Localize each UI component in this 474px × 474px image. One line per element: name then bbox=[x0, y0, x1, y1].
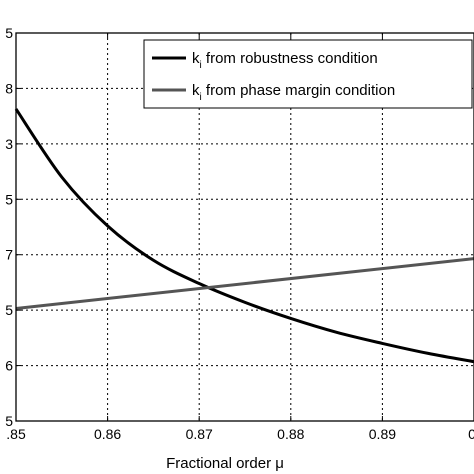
series-group bbox=[14, 108, 474, 364]
legend-label-1: ki from robustness condition bbox=[192, 50, 378, 71]
y-tick-label: 5 bbox=[5, 302, 13, 318]
x-axis-title: Fractional order μ bbox=[166, 455, 284, 472]
series-line-1 bbox=[14, 108, 474, 364]
y-tick-label: 5 bbox=[5, 413, 13, 429]
series-line-2 bbox=[15, 257, 474, 310]
y-tick-label: 7 bbox=[5, 247, 13, 263]
plot-frame bbox=[15, 32, 474, 422]
x-tick-label: .85 bbox=[6, 426, 26, 442]
legend-label-2: ki from phase margin condition bbox=[192, 82, 395, 103]
y-tick-label: 6 bbox=[5, 358, 13, 374]
y-tick-label: 3 bbox=[5, 136, 13, 152]
grid bbox=[16, 33, 474, 421]
legend-box bbox=[143, 39, 473, 109]
x-tick-label: 0.88 bbox=[277, 426, 304, 442]
x-tick-label: 0.87 bbox=[186, 426, 213, 442]
y-tick-label: 5 bbox=[5, 191, 13, 207]
y-tick-label: 5 bbox=[5, 25, 13, 41]
tick-labels: .85 0.86 0.87 0.88 0.89 0. 5 6 5 7 5 3 8 5 bbox=[5, 25, 474, 442]
x-tick-label: 0.86 bbox=[94, 426, 121, 442]
legend: ki from robustness condition ki from phas… bbox=[143, 39, 473, 109]
ticks bbox=[15, 32, 474, 422]
x-tick-label: 0. bbox=[468, 426, 474, 442]
y-tick-label: 8 bbox=[5, 80, 13, 96]
x-tick-label: 0.89 bbox=[369, 426, 396, 442]
